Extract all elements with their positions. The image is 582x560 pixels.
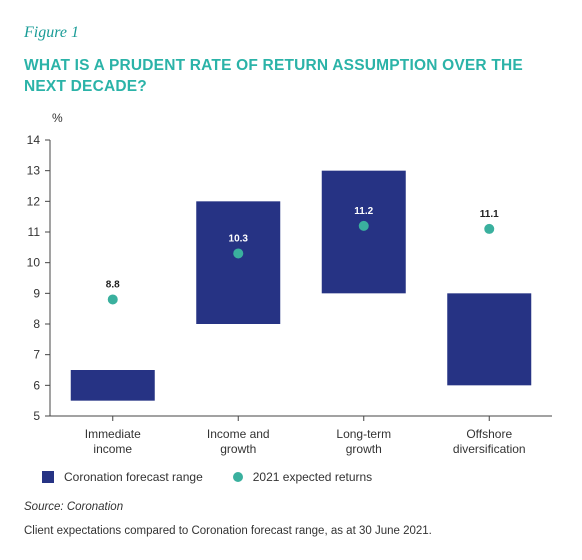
chart-title: WHAT IS A PRUDENT RATE OF RETURN ASSUMPT… — [24, 57, 523, 95]
x-category-label: Long-term growth — [336, 427, 391, 456]
footnote: Client expectations compared to Coronati… — [24, 525, 432, 537]
legend-label-points: 2021 expected returns — [252, 470, 373, 484]
y-tick-label: 13 — [27, 164, 41, 178]
y-tick-label: 10 — [27, 256, 41, 270]
x-category-label-line: diversification — [453, 442, 526, 456]
forecast-range-bar — [321, 170, 406, 294]
x-category-label-line: Income and — [207, 427, 270, 441]
x-category-label: Immediate income — [85, 427, 141, 456]
forecast-range-bar — [196, 201, 281, 324]
legend: Coronation forecast range 2021 expected … — [42, 470, 402, 484]
legend-label-range: Coronation forecast range — [64, 470, 203, 484]
expected-return-point — [358, 220, 369, 231]
y-axis-unit-label: % — [52, 111, 63, 125]
expected-return-label: 10.3 — [229, 233, 249, 244]
expected-return-point — [484, 223, 495, 234]
expected-return-label: 11.1 — [480, 209, 499, 220]
figure-label: Figure 1 — [24, 24, 79, 41]
range-chart: % 5 6 7 8 9 10 11 12 13 14 Immediate income Income an… — [27, 111, 552, 456]
expected-return-label: 8.8 — [106, 279, 120, 290]
y-tick-label: 12 — [27, 194, 41, 208]
x-category-label: Income and growth — [207, 427, 270, 456]
y-tick-label: 8 — [33, 317, 40, 331]
y-tick-label: 6 — [33, 378, 40, 392]
y-tick-label: 7 — [33, 348, 40, 362]
source-note: Source: Coronation — [24, 501, 124, 513]
x-category-label-line: Immediate — [85, 427, 141, 441]
x-category-label-line: income — [93, 442, 132, 456]
y-tick-label: 9 — [33, 286, 40, 300]
expected-return-label: 11.2 — [354, 206, 373, 217]
y-tick-label: 11 — [28, 225, 41, 239]
y-tick-label: 5 — [33, 409, 40, 423]
legend-item-range: Coronation forecast range — [42, 470, 203, 484]
legend-item-points: 2021 expected returns — [232, 470, 373, 484]
expected-return-point — [107, 294, 118, 305]
x-category-label-line: Long-term — [336, 427, 391, 441]
legend-swatch-range — [42, 471, 54, 483]
x-category-label-line: growth — [220, 442, 256, 456]
forecast-range-bar — [70, 370, 155, 401]
y-tick-label: 14 — [27, 133, 41, 147]
x-category-label-line: Offshore — [466, 427, 512, 441]
x-category-label-line: growth — [346, 442, 382, 456]
expected-return-point — [233, 248, 244, 259]
x-category-label: Offshore diversification — [453, 427, 526, 456]
forecast-range-bar — [447, 293, 532, 386]
legend-dot-points — [232, 472, 243, 482]
